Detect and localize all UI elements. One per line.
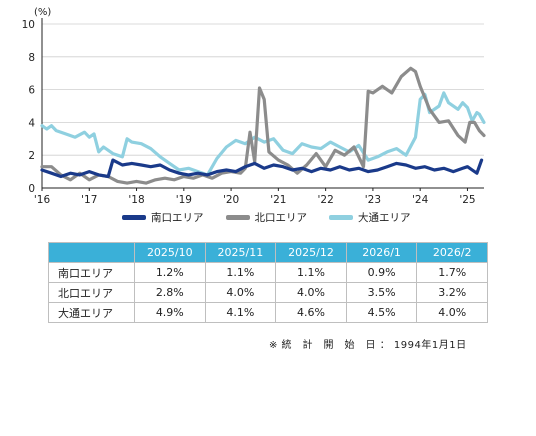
table-header-cell: 2026/1 bbox=[345, 242, 418, 263]
x-tick-label: '19 bbox=[176, 194, 192, 206]
y-tick-label: 4 bbox=[28, 117, 35, 129]
x-tick-label: '23 bbox=[365, 194, 381, 206]
y-tick-label: 6 bbox=[28, 85, 35, 97]
y-tick-label: 2 bbox=[28, 150, 35, 162]
legend-label-south: 南口エリア bbox=[151, 212, 204, 224]
y-tick-label: 8 bbox=[28, 52, 35, 64]
legend-swatch-north bbox=[225, 215, 250, 220]
legend-item-south: 南口エリア bbox=[122, 210, 204, 225]
y-tick-label: 10 bbox=[22, 19, 35, 31]
table-header-cell: 2025/11 bbox=[204, 242, 277, 263]
vacancy-table: 2025/10 2025/11 2025/12 2026/1 2026/2 南口… bbox=[48, 242, 488, 323]
table-header-cell: 2025/12 bbox=[275, 242, 347, 263]
table-header-corner bbox=[48, 242, 135, 263]
legend-label-north: 北口エリア bbox=[254, 212, 308, 224]
x-tick-label: '25 bbox=[459, 194, 475, 206]
series-lines bbox=[40, 66, 486, 185]
axes bbox=[41, 18, 484, 191]
table-cell: 4.1% bbox=[204, 302, 277, 323]
chart-legend: 南口エリア 北口エリア 大通エリア bbox=[122, 210, 411, 225]
series-line bbox=[40, 66, 486, 185]
table-cell: 1.1% bbox=[204, 262, 277, 283]
y-tick-labels: 0 2 4 6 8 10 bbox=[22, 19, 36, 195]
table-row: 北口エリア 2.8% 4.0% 4.0% 3.5% 3.2% bbox=[48, 282, 488, 303]
table-cell: 4.0% bbox=[416, 302, 488, 323]
x-tick-labels: '16 '17 '18 '19 '20 '21 '22 '23 '24 '25 bbox=[34, 194, 476, 206]
table-cell: 1.2% bbox=[134, 262, 206, 283]
legend-label-odori: 大通エリア bbox=[358, 212, 411, 224]
table-cell: 4.0% bbox=[204, 282, 277, 303]
table-cell: 2.8% bbox=[134, 282, 206, 303]
y-axis-unit-label: (%) bbox=[34, 7, 51, 18]
x-tick-label: '24 bbox=[412, 194, 429, 206]
grid-lines bbox=[42, 23, 484, 156]
table-cell: 4.5% bbox=[345, 302, 418, 323]
x-tick-label: '16 bbox=[34, 194, 51, 206]
legend-item-odori: 大通エリア bbox=[329, 210, 411, 225]
y-tick-label: 0 bbox=[28, 183, 35, 195]
row-label: 大通エリア bbox=[48, 302, 135, 323]
table-cell: 1.7% bbox=[416, 262, 488, 283]
table-header-row: 2025/10 2025/11 2025/12 2026/1 2026/2 bbox=[48, 242, 488, 263]
row-label: 北口エリア bbox=[48, 282, 135, 303]
legend-swatch-south bbox=[122, 215, 146, 220]
series-line bbox=[40, 91, 486, 177]
table-header-cell: 2025/10 bbox=[134, 242, 206, 263]
x-tick-label: '18 bbox=[128, 194, 144, 206]
table-cell: 4.6% bbox=[275, 302, 347, 323]
table-cell: 4.9% bbox=[134, 302, 206, 323]
x-tick-label: '17 bbox=[81, 194, 97, 206]
statistics-start-note: ※ 統 計 開 始 日 ： 1994年1月1日 bbox=[269, 340, 467, 351]
x-tick-label: '21 bbox=[270, 194, 286, 206]
table-cell: 1.1% bbox=[275, 262, 347, 283]
x-tick-label: '20 bbox=[223, 194, 239, 206]
series-line bbox=[40, 158, 484, 179]
table-row: 南口エリア 1.2% 1.1% 1.1% 0.9% 1.7% bbox=[48, 262, 488, 283]
table-cell: 3.2% bbox=[416, 282, 488, 303]
table-cell: 3.5% bbox=[345, 282, 418, 303]
legend-swatch-odori bbox=[329, 215, 353, 220]
x-tick-label: '22 bbox=[318, 194, 334, 206]
legend-item-north: 北口エリア bbox=[225, 210, 308, 225]
table-row: 大通エリア 4.9% 4.1% 4.6% 4.5% 4.0% bbox=[48, 302, 488, 323]
table-cell: 4.0% bbox=[275, 282, 347, 303]
table-cell: 0.9% bbox=[345, 262, 418, 283]
table-header-cell: 2026/2 bbox=[416, 242, 488, 263]
row-label: 南口エリア bbox=[48, 262, 135, 283]
